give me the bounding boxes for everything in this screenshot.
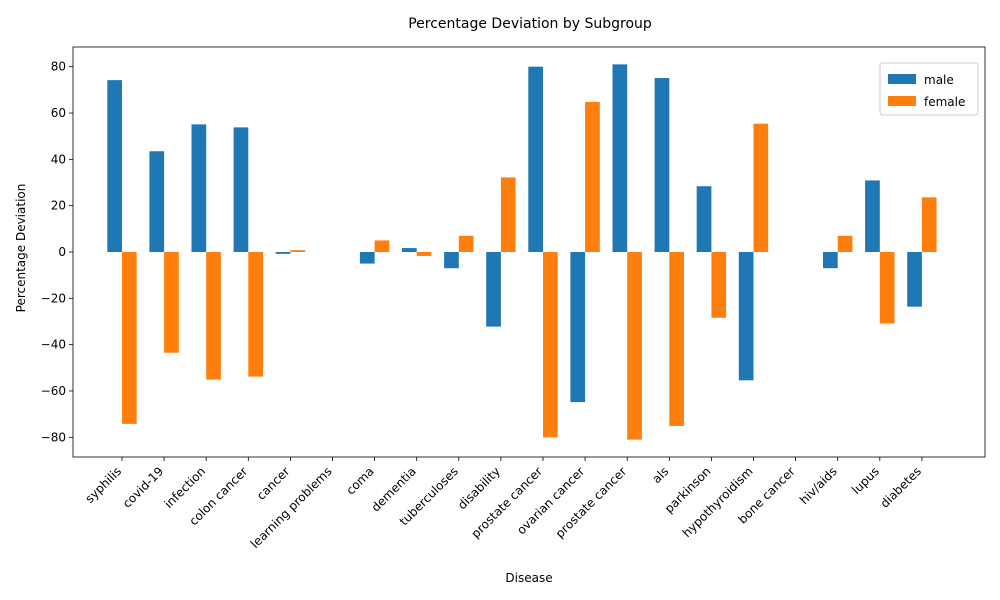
- bar-male-4: [275, 252, 291, 254]
- bar-male-9: [486, 252, 501, 327]
- bar-male-11: [570, 252, 586, 403]
- bar-male-0: [107, 80, 122, 252]
- legend: male female: [879, 62, 979, 116]
- chart-title: Percentage Deviation by Subgroup: [408, 16, 652, 32]
- legend-label-female: female: [924, 95, 965, 109]
- bar-male-10: [528, 66, 543, 252]
- y-tick-label: −40: [41, 338, 66, 352]
- bar-male-17: [823, 252, 838, 269]
- bar-male-3: [233, 127, 249, 252]
- y-tick-label: 60: [51, 106, 66, 120]
- plot-area-frame: [72, 46, 986, 458]
- y-tick-label: −60: [41, 384, 66, 398]
- bar-male-19: [907, 252, 922, 307]
- bars-group: [107, 64, 937, 440]
- y-tick-label: 0: [58, 245, 66, 259]
- y-tick-label: 80: [51, 60, 66, 74]
- x-axis-title: Disease: [505, 571, 552, 585]
- bar-female-7: [416, 252, 432, 256]
- bar-male-7: [402, 248, 417, 252]
- bar-female-8: [458, 235, 474, 252]
- bar-female-4: [290, 250, 306, 252]
- bar-female-11: [585, 101, 600, 252]
- bar-female-3: [248, 252, 263, 377]
- bar-male-8: [444, 252, 459, 269]
- bar-female-13: [669, 252, 684, 426]
- y-tick-label: 20: [51, 199, 66, 213]
- legend-swatch-female: [888, 96, 916, 106]
- bar-male-12: [612, 64, 628, 252]
- y-axis-ticks: −80 −60 −40 −20 0 20 40 60 80: [41, 60, 73, 444]
- bar-female-10: [543, 252, 558, 438]
- bar-male-18: [865, 180, 880, 252]
- y-tick-label: −20: [41, 291, 66, 305]
- bar-female-1: [164, 252, 179, 353]
- y-axis-title: Percentage Deviation: [14, 184, 28, 313]
- bar-female-9: [500, 177, 516, 252]
- bar-female-18: [879, 252, 895, 324]
- bar-male-2: [191, 124, 207, 252]
- bar-female-19: [921, 197, 937, 252]
- bar-female-2: [206, 252, 221, 380]
- bar-female-15: [753, 123, 769, 252]
- bar-female-0: [122, 252, 137, 424]
- bar-male-15: [738, 252, 754, 381]
- bar-male-6: [359, 252, 375, 264]
- bar-female-14: [711, 252, 727, 318]
- bar-female-17: [837, 235, 853, 252]
- bar-male-13: [654, 78, 670, 252]
- legend-swatch-male: [888, 74, 916, 84]
- y-tick-label: 40: [51, 152, 66, 166]
- bar-male-14: [696, 186, 712, 252]
- legend-label-male: male: [924, 73, 954, 87]
- bar-male-1: [149, 151, 165, 252]
- bar-female-6: [374, 240, 390, 252]
- y-tick-label: −80: [41, 430, 66, 444]
- bar-female-12: [627, 252, 642, 440]
